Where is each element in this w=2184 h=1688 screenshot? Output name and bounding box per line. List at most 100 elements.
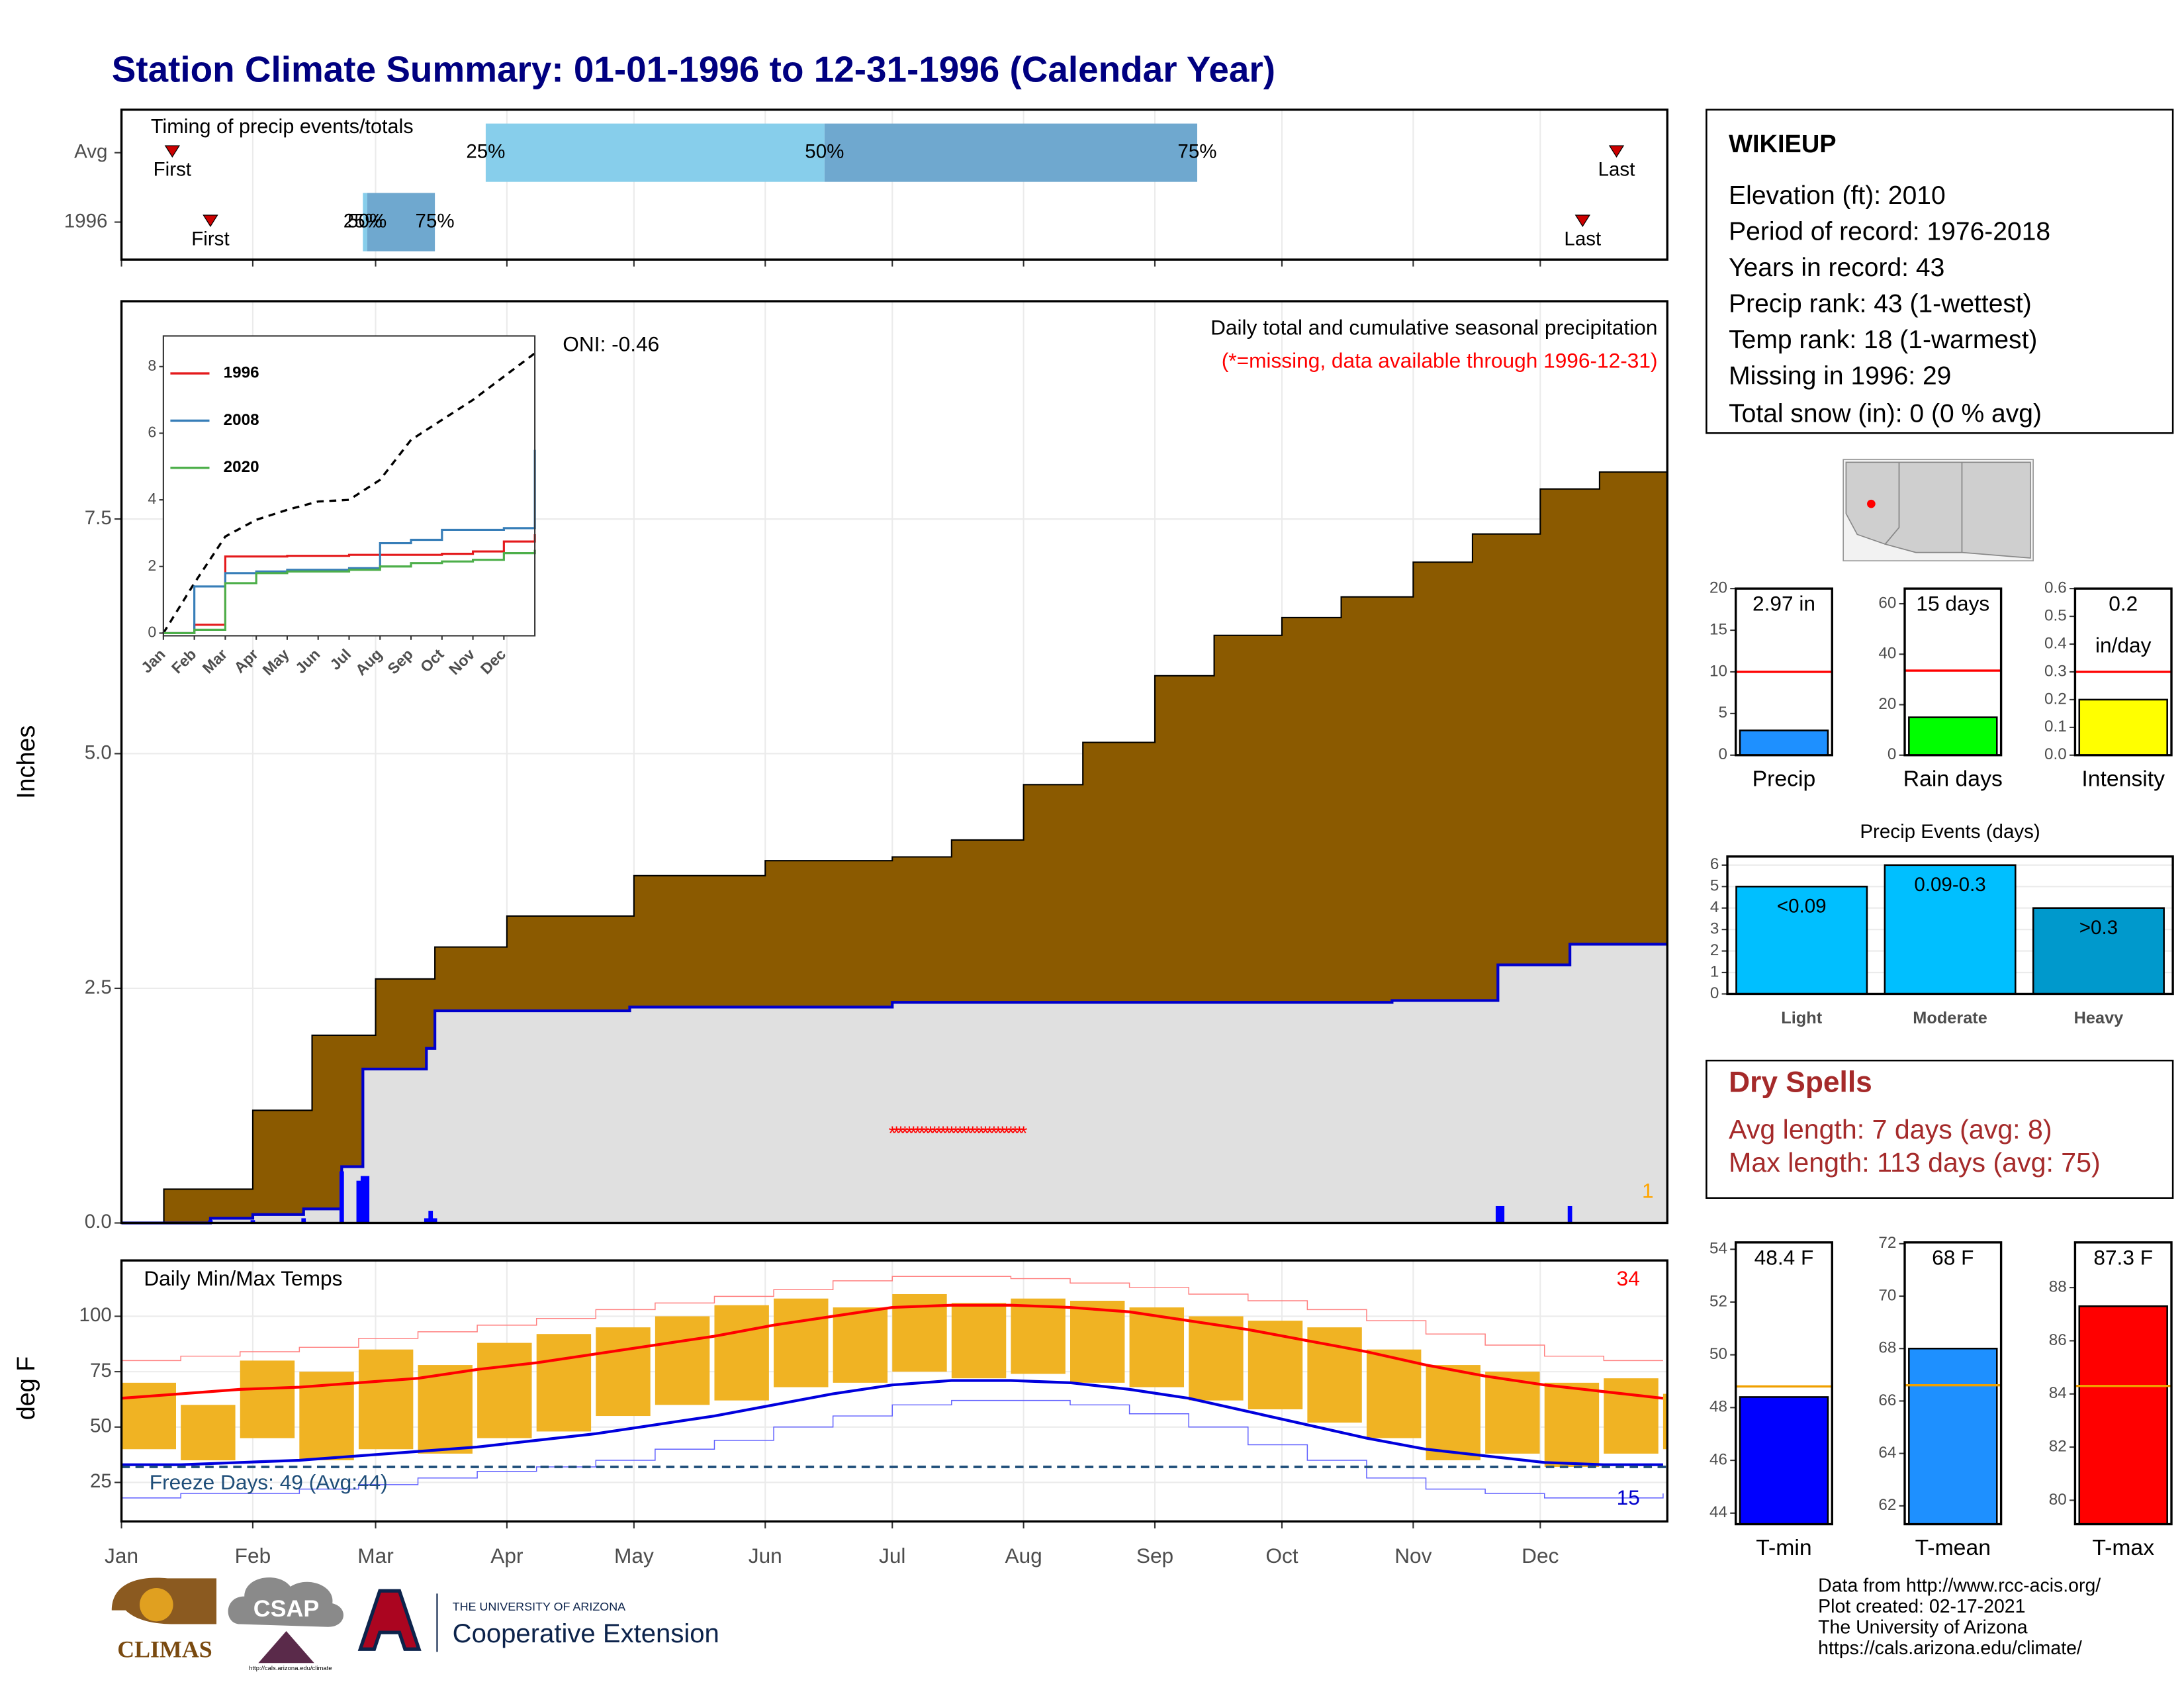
y-tick-label: 7.5 [85, 507, 112, 529]
category-label: Light [1781, 1009, 1822, 1027]
y-tick-label: 3 [1710, 920, 1719, 938]
y-tick-label: 0.0 [85, 1211, 112, 1233]
y-tick-label: 50 [90, 1415, 112, 1437]
value-unit: in/day [2095, 633, 2152, 657]
plot-frame [2073, 587, 2173, 757]
y-tick-label: 1996 [64, 210, 108, 232]
daily-precip-bar [365, 1176, 370, 1223]
marker-label: First [191, 228, 229, 250]
missing-marker: * [927, 1123, 934, 1145]
missing-marker: * [981, 1123, 989, 1145]
missing-marker: * [939, 1123, 947, 1145]
daily-temp-bar [358, 1349, 414, 1450]
missing-marker: * [1007, 1123, 1015, 1145]
daily-temp-bar [714, 1305, 769, 1401]
y-tick-label: 8 [148, 357, 156, 374]
missing-marker: * [923, 1123, 931, 1145]
quantile-label: 25% [466, 141, 505, 163]
bar [2078, 1305, 2168, 1525]
missing-marker: * [1011, 1123, 1019, 1145]
y-tick-label: 66 [1878, 1391, 1896, 1409]
footer-line: https://cals.arizona.edu/climate/ [1818, 1638, 2082, 1659]
y-tick-label: 82 [2049, 1438, 2067, 1456]
missing-marker: * [960, 1123, 968, 1145]
missing-marker: * [888, 1123, 896, 1145]
y-tick-label: 84 [2049, 1384, 2067, 1402]
missing-marker: * [1020, 1123, 1028, 1145]
arizona-a [357, 1589, 422, 1651]
y-tick-label: 0.5 [2044, 607, 2067, 625]
y-tick-label: 15 [1709, 620, 1727, 638]
daily-temp-bar [1366, 1349, 1422, 1438]
daily-precip-bar [301, 1218, 306, 1223]
university-text: THE UNIVERSITY OF ARIZONA [453, 1600, 626, 1613]
daily-temp-bar [121, 1382, 176, 1450]
category-label: Intensity [2081, 767, 2165, 791]
missing-marker: * [1015, 1123, 1023, 1145]
y-tick-label: 60 [1878, 594, 1896, 612]
y-tick-label: 88 [2049, 1278, 2067, 1296]
missing-marker: * [973, 1123, 981, 1145]
x-tick-label: Sep [1136, 1544, 1173, 1568]
page-title: Station Climate Summary: 01-01-1996 to 1… [112, 49, 1275, 90]
daily-temp-bar [477, 1342, 532, 1438]
quantile-bar [363, 193, 367, 252]
value-label: 87.3 F [2093, 1245, 2153, 1269]
cumulative-area [121, 944, 1668, 1223]
y-tick-label: 70 [1878, 1286, 1896, 1304]
daily-temp-bar [418, 1365, 473, 1454]
csap-mountain [258, 1631, 314, 1664]
daily-precip-bar [428, 1211, 433, 1223]
y-tick-label: 100 [79, 1304, 112, 1326]
y-tick-label: 62 [1878, 1496, 1896, 1514]
daily-temp-bar [1070, 1301, 1125, 1383]
value-label: 0.2 [2109, 592, 2138, 616]
plot-frame [1735, 587, 1833, 757]
y-tick-label: 5 [1710, 877, 1719, 895]
y-tick-label: 52 [1709, 1292, 1727, 1310]
bar [1908, 1347, 1998, 1525]
bar [1908, 716, 1998, 757]
missing-marker: * [914, 1123, 922, 1145]
y-axis-label: Inches [13, 726, 40, 799]
y-tick-label: 50 [1709, 1345, 1727, 1363]
panel-subtitle: (*=missing, data available through 1996-… [1222, 349, 1658, 373]
daily-temp-bar [1426, 1365, 1480, 1460]
inset-background [163, 336, 535, 636]
event-marker [1574, 214, 1591, 228]
avg-line [162, 352, 536, 634]
corner-label: 1 [1642, 1179, 1654, 1203]
missing-marker: * [944, 1123, 952, 1145]
y-tick-label: 2.5 [85, 976, 112, 998]
series-line [163, 449, 536, 634]
x-tick-label: Feb [235, 1544, 271, 1568]
csap-cloud [228, 1577, 343, 1627]
bar [2032, 907, 2165, 995]
x-tick-label: Mar [357, 1544, 394, 1568]
series-line [163, 549, 536, 634]
category-label: Rain days [1903, 767, 2003, 791]
marker-label: Last [1598, 159, 1635, 181]
value-label: >0.3 [2079, 917, 2118, 939]
x-tick-label: Apr [490, 1544, 523, 1568]
missing-marker: * [948, 1123, 956, 1145]
y-tick-label: 4 [1710, 898, 1719, 916]
y-tick-label: 44 [1709, 1503, 1727, 1521]
missing-marker: * [897, 1123, 905, 1145]
y-tick-label: 1 [1710, 962, 1719, 980]
missing-marker: * [893, 1123, 901, 1145]
y-tick-label: 0.0 [2044, 745, 2067, 763]
y-tick-label: 2 [1710, 941, 1719, 959]
station-line: Precip rank: 43 (1-wettest) [1729, 290, 2032, 318]
missing-marker: * [901, 1123, 909, 1145]
avg-temp-line [121, 1379, 1663, 1466]
missing-marker: * [956, 1123, 964, 1145]
daily-precip-bar [432, 1218, 437, 1223]
daily-temp-bar [1604, 1378, 1659, 1454]
panel-title: Daily total and cumulative seasonal prec… [1210, 315, 1657, 339]
x-tick-label: Jun [749, 1544, 782, 1568]
x-tick-label: Aug [1005, 1544, 1042, 1568]
climas-logo-text: CLIMAS [117, 1636, 212, 1663]
missing-marker: * [986, 1123, 994, 1145]
